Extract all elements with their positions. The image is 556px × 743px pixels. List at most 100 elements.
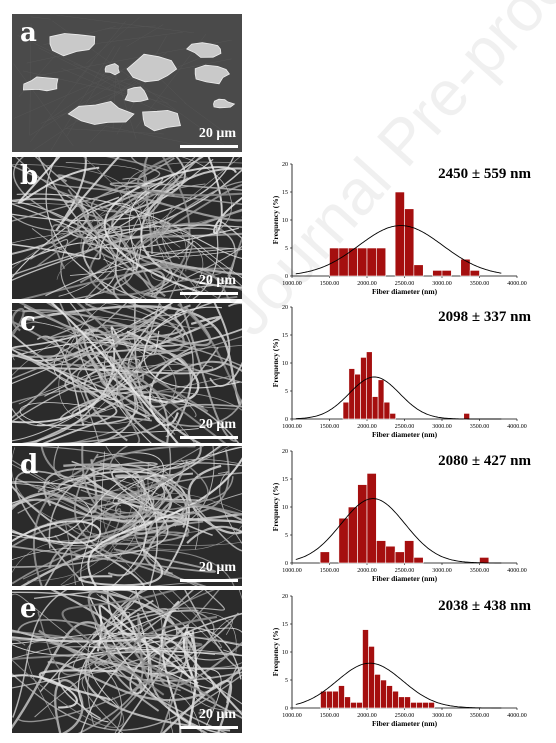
fiber-strand (12, 214, 171, 250)
histogram-bar (394, 551, 405, 564)
film-flake (104, 63, 120, 76)
film-scratch (49, 14, 194, 34)
fiber-strand (38, 590, 112, 666)
histogram-bar (385, 545, 396, 564)
fiber-strand (13, 157, 120, 240)
x-tick-label: 1500.00 (320, 281, 340, 287)
scale-bar-d (180, 579, 238, 582)
histogram-b: 0 5 10 15 20 1000.00 1500.00 2000.00 2500.00 3000… (262, 158, 544, 298)
histogram-bar (357, 247, 368, 277)
y-tick-label: 20 (282, 162, 288, 168)
fiber-strand (168, 693, 202, 733)
fiber-strand (12, 627, 242, 656)
fiber-strand (59, 303, 242, 427)
fiber-strand (179, 303, 237, 442)
y-tick-label: 15 (282, 190, 288, 196)
film-scratch (86, 17, 140, 64)
film-flake (194, 64, 230, 85)
fiber-strand (77, 351, 171, 443)
histogram-bar (463, 413, 470, 420)
panel-letter-a: a (20, 18, 37, 48)
x-tick-label: 1500.00 (320, 568, 340, 574)
fiber-strand (19, 402, 199, 433)
film-scratch (40, 50, 219, 124)
fiber-strand (12, 351, 148, 419)
x-tick-label: 1000.00 (282, 713, 302, 719)
fiber-strand (27, 493, 242, 582)
fiber-strand (96, 593, 237, 653)
histogram-bar (338, 685, 345, 709)
film-flake (49, 33, 96, 57)
histogram-bar (347, 506, 358, 564)
fiber-strand (33, 446, 196, 586)
x-tick-label: 3000.00 (432, 281, 452, 287)
histogram-bar (356, 702, 363, 709)
fiber-strand (12, 673, 242, 731)
film-scratch (47, 59, 138, 121)
fiber-strand (109, 177, 242, 191)
scale-bar-e (180, 726, 238, 729)
histogram-bar (404, 208, 415, 277)
histogram-bar (374, 674, 381, 709)
sem-image-c: c 20 μm (12, 303, 242, 443)
histogram-bar (348, 368, 355, 420)
fiber-strand (94, 660, 242, 719)
x-tick-label: 4000.00 (507, 424, 527, 430)
y-axis-label: Frequency (%) (271, 338, 280, 387)
x-tick-label: 2000.00 (357, 281, 377, 287)
film-scratch (38, 47, 125, 92)
fiber-strand (45, 216, 242, 297)
x-axis-label: Fiber diameter (nm) (372, 719, 438, 728)
y-tick-label: 5 (285, 389, 288, 395)
y-tick-label: 15 (282, 333, 288, 339)
fiber-strand (124, 262, 242, 299)
histogram-bar (362, 629, 369, 709)
fiber-strand (12, 451, 105, 561)
fiber-strand (131, 157, 232, 254)
fiber-strand (218, 471, 242, 544)
film-scratch (29, 23, 32, 136)
fiber-strand (18, 303, 119, 348)
x-tick-label: 4000.00 (507, 713, 527, 719)
film-scratch (17, 35, 175, 111)
y-tick-label: 15 (282, 477, 288, 483)
x-tick-label: 2500.00 (395, 424, 415, 430)
fiber-strand (12, 498, 242, 523)
sem-image-d: d 20 μm (12, 446, 242, 586)
fiber-strand (84, 181, 242, 299)
film-scratch (66, 46, 121, 137)
film-flake (186, 42, 222, 58)
fiber-strand (12, 333, 118, 443)
scale-bar-b (180, 292, 238, 295)
film-scratch (61, 68, 170, 116)
fiber-strand (34, 157, 135, 299)
fiber-strand (12, 524, 242, 574)
fiber-strand (48, 459, 188, 569)
y-tick-label: 0 (285, 706, 288, 712)
y-axis-label: Frequency (%) (271, 482, 280, 531)
histogram-e: 0 5 10 15 20 1000.00 1500.00 2000.00 2500.00 3000… (262, 590, 544, 730)
mean-sd-label: 2038 ± 438 nm (438, 598, 531, 614)
fiber-strand (100, 157, 202, 220)
film-scratch (13, 70, 123, 119)
x-axis-label: Fiber diameter (nm) (372, 430, 438, 439)
fiber-strand (50, 303, 179, 443)
x-tick-label: 1000.00 (282, 424, 302, 430)
panel-letter-b: b (20, 161, 39, 191)
histogram-bar (394, 191, 405, 277)
histogram-bar (389, 413, 396, 420)
sem-fiber-texture (12, 303, 242, 443)
sem-film-texture (12, 14, 242, 152)
fiber-strand (55, 157, 120, 232)
film-scratch (13, 63, 74, 147)
histogram-bar (368, 646, 375, 709)
panel-letter-d: d (20, 450, 39, 480)
fiber-strand (12, 227, 239, 266)
y-tick-label: 0 (285, 561, 288, 567)
fiber-strand (177, 303, 242, 406)
x-tick-label: 3500.00 (470, 568, 490, 574)
y-tick-label: 10 (282, 361, 288, 367)
fiber-strand (89, 609, 215, 655)
sem-image-e: e 20 μm (12, 590, 242, 733)
x-tick-label: 3500.00 (470, 713, 490, 719)
